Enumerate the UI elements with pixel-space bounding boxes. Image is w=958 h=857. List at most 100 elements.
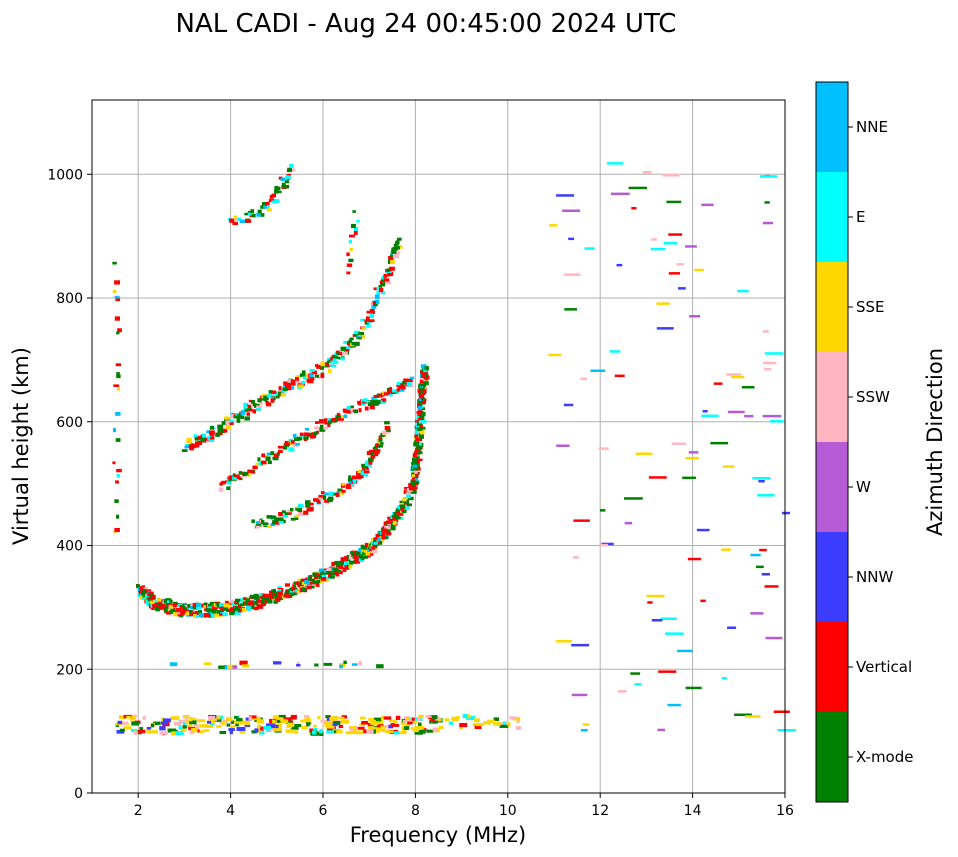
data-point bbox=[221, 421, 227, 425]
data-point bbox=[230, 599, 235, 604]
data-point bbox=[263, 725, 271, 730]
data-point bbox=[572, 556, 579, 559]
data-point bbox=[309, 502, 314, 506]
data-point bbox=[648, 476, 667, 479]
data-point bbox=[338, 716, 345, 720]
data-point bbox=[750, 612, 764, 615]
data-point bbox=[235, 610, 241, 615]
data-point bbox=[312, 730, 317, 735]
data-point bbox=[656, 302, 670, 305]
data-point bbox=[395, 241, 399, 246]
data-point bbox=[271, 390, 277, 394]
data-point bbox=[417, 451, 423, 455]
data-point bbox=[465, 714, 471, 719]
data-point bbox=[212, 605, 219, 610]
data-point bbox=[295, 375, 301, 379]
data-point bbox=[183, 606, 188, 609]
data-point bbox=[235, 598, 241, 602]
data-point bbox=[349, 337, 354, 341]
data-point bbox=[181, 607, 187, 613]
data-point bbox=[381, 715, 385, 720]
data-point bbox=[215, 432, 221, 437]
data-point bbox=[381, 533, 385, 537]
data-point bbox=[121, 721, 128, 725]
data-point bbox=[421, 729, 426, 734]
data-point bbox=[332, 723, 338, 727]
data-point bbox=[382, 525, 386, 531]
data-point bbox=[275, 395, 280, 399]
data-point bbox=[232, 475, 238, 480]
data-point bbox=[157, 601, 163, 605]
data-point bbox=[114, 316, 120, 321]
data-point bbox=[265, 201, 270, 206]
data-point bbox=[383, 278, 390, 282]
data-point bbox=[290, 714, 297, 720]
data-point bbox=[403, 378, 409, 382]
data-point bbox=[782, 511, 790, 515]
data-point bbox=[662, 174, 680, 177]
data-point bbox=[432, 720, 439, 724]
data-point bbox=[343, 556, 348, 561]
data-point bbox=[685, 456, 699, 460]
data-point bbox=[226, 723, 230, 727]
data-point bbox=[348, 564, 353, 569]
data-point bbox=[256, 405, 262, 409]
data-point bbox=[278, 594, 284, 599]
data-point bbox=[261, 453, 266, 458]
data-point bbox=[196, 603, 202, 607]
data-point bbox=[351, 663, 358, 666]
data-point bbox=[416, 427, 423, 431]
data-point bbox=[348, 475, 352, 480]
data-point bbox=[417, 406, 422, 411]
data-point bbox=[372, 451, 377, 455]
data-point bbox=[345, 348, 350, 352]
data-point bbox=[394, 246, 400, 250]
data-point bbox=[393, 512, 397, 517]
data-point bbox=[266, 723, 275, 728]
data-point bbox=[556, 640, 572, 643]
data-point bbox=[418, 398, 424, 402]
data-point bbox=[224, 416, 230, 420]
data-point bbox=[159, 726, 166, 731]
data-point bbox=[359, 723, 365, 726]
data-point bbox=[327, 498, 333, 503]
data-point bbox=[319, 366, 324, 370]
data-point bbox=[161, 603, 166, 608]
data-point bbox=[417, 399, 422, 404]
data-point bbox=[219, 603, 225, 607]
data-point bbox=[142, 716, 146, 720]
data-point bbox=[340, 557, 346, 562]
x-tick-label: 6 bbox=[319, 803, 328, 819]
data-point bbox=[353, 728, 357, 733]
data-point bbox=[209, 601, 215, 606]
data-point bbox=[397, 513, 404, 516]
data-point bbox=[296, 436, 301, 441]
data-point bbox=[284, 719, 292, 723]
data-point bbox=[169, 610, 173, 614]
data-point bbox=[737, 289, 749, 293]
data-point bbox=[179, 719, 187, 723]
data-point bbox=[318, 575, 323, 580]
data-point bbox=[365, 460, 370, 464]
data-point bbox=[267, 525, 272, 528]
data-point bbox=[212, 610, 217, 614]
data-point bbox=[493, 722, 501, 726]
data-point bbox=[335, 417, 339, 421]
data-point bbox=[313, 580, 319, 584]
data-point bbox=[512, 717, 521, 721]
colorbar: X-mode Vertical NNW W SSW SSE E NNE bbox=[815, 81, 913, 803]
data-point bbox=[630, 672, 641, 675]
data-point bbox=[151, 606, 155, 611]
data-point bbox=[375, 728, 380, 733]
data-point bbox=[396, 381, 402, 386]
data-point bbox=[329, 361, 335, 366]
data-point bbox=[114, 528, 120, 533]
data-point bbox=[502, 721, 507, 725]
data-point bbox=[404, 506, 410, 510]
data-point bbox=[193, 609, 198, 613]
data-point bbox=[274, 186, 279, 191]
data-point bbox=[256, 728, 261, 733]
data-point bbox=[507, 722, 511, 727]
data-point bbox=[548, 353, 562, 357]
data-point bbox=[116, 730, 125, 734]
